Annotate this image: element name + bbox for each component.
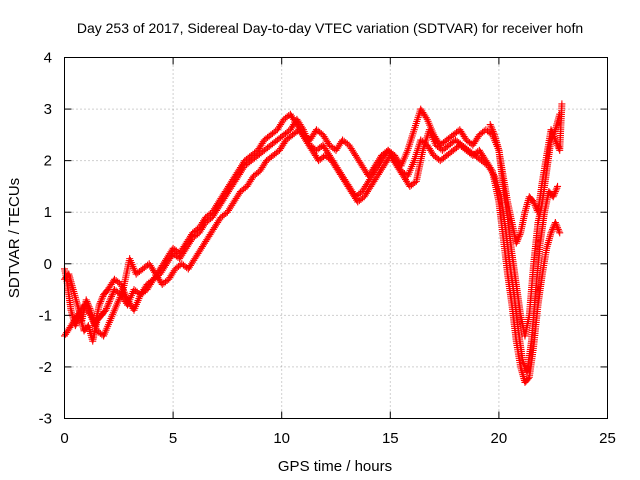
x-tick-label: 20 — [491, 430, 508, 447]
y-tick-label: 4 — [44, 50, 52, 67]
y-tick-label: -2 — [39, 359, 52, 376]
data-point — [550, 191, 558, 199]
data-point — [548, 127, 556, 135]
data-point — [106, 296, 114, 304]
data-point — [514, 234, 522, 242]
data-point — [488, 126, 496, 134]
data-point — [85, 310, 93, 318]
y-tick-label: -1 — [39, 307, 52, 324]
series-track-1 — [61, 115, 564, 386]
data-point — [553, 184, 561, 192]
data-points — [61, 100, 566, 386]
data-point — [548, 227, 556, 235]
x-tick-label: 10 — [273, 430, 290, 447]
data-point — [551, 189, 559, 197]
data-point — [98, 294, 106, 302]
y-tick-labels: -3 -2 -1 0 1 2 3 4 — [39, 50, 52, 428]
y-axis-label: SDTVAR / TECUs — [6, 178, 23, 298]
data-point — [83, 298, 91, 306]
data-point — [553, 222, 561, 230]
data-point — [488, 124, 496, 132]
data-point — [102, 306, 110, 314]
data-point — [558, 100, 566, 108]
data-point — [549, 131, 557, 139]
data-point — [96, 299, 104, 307]
data-point — [95, 301, 103, 309]
y-tick-label: 1 — [44, 204, 52, 221]
data-point — [552, 220, 560, 228]
data-point — [486, 121, 494, 129]
data-point — [108, 292, 116, 300]
y-tick-label: 3 — [44, 101, 52, 118]
data-point — [552, 186, 560, 194]
data-point — [105, 299, 113, 307]
data-point — [487, 122, 495, 130]
x-tick-label: 25 — [599, 430, 616, 447]
x-tick-labels: 0 5 10 15 20 25 — [60, 430, 616, 447]
data-point — [551, 134, 559, 142]
series-track-3 — [61, 126, 562, 376]
data-point — [422, 114, 430, 122]
data-point — [489, 170, 497, 178]
data-point — [549, 193, 557, 201]
data-point — [515, 232, 523, 240]
data-point — [512, 239, 520, 247]
data-point — [82, 296, 90, 304]
data-point — [554, 225, 562, 233]
data-point — [551, 219, 559, 227]
data-point — [554, 143, 562, 151]
data-point — [490, 129, 498, 137]
data-point — [108, 291, 116, 299]
data-point — [555, 227, 563, 235]
data-point — [102, 304, 110, 312]
data-point — [97, 298, 105, 306]
data-point — [104, 301, 112, 309]
data-point — [516, 231, 524, 239]
y-tick-label: 2 — [44, 153, 52, 170]
data-point — [97, 296, 105, 304]
x-tick-label: 15 — [382, 430, 399, 447]
data-point — [548, 129, 556, 137]
data-point — [513, 237, 521, 245]
data-point — [514, 236, 522, 244]
data-point — [105, 298, 113, 306]
series-track-2 — [61, 105, 564, 340]
data-point — [547, 126, 555, 134]
y-tick-label: -3 — [39, 411, 52, 428]
x-tick-label: 5 — [169, 430, 177, 447]
y-tick-label: 0 — [44, 256, 52, 273]
data-point — [547, 229, 555, 237]
data-point — [554, 182, 562, 190]
data-point — [489, 127, 497, 135]
data-point — [107, 294, 115, 302]
data-point — [551, 188, 559, 196]
chart-title: Day 253 of 2017, Sidereal Day-to-day VTE… — [77, 20, 583, 36]
data-point — [524, 375, 532, 383]
data-point — [554, 224, 562, 232]
plot-frame — [64, 57, 608, 419]
x-tick-label: 0 — [60, 430, 68, 447]
x-axis-label: GPS time / hours — [278, 458, 392, 475]
data-point — [550, 133, 558, 141]
data-point — [556, 229, 564, 237]
data-point — [103, 303, 111, 311]
series-track-4 — [486, 100, 566, 247]
